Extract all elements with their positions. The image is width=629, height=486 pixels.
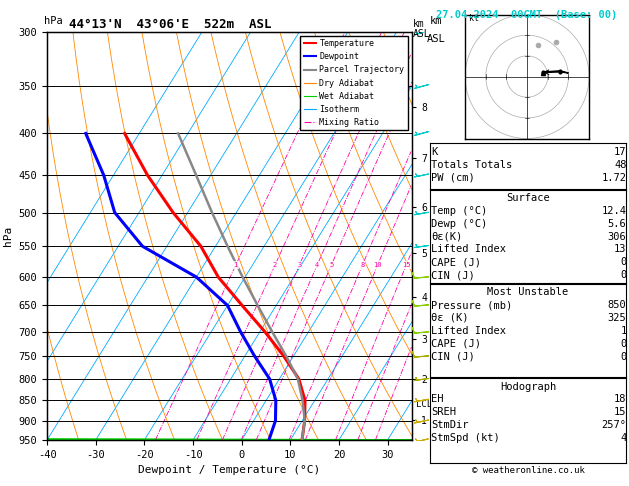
Text: Pressure (mb): Pressure (mb): [431, 300, 513, 310]
Text: 1: 1: [620, 326, 626, 336]
Text: 5.6: 5.6: [608, 219, 626, 229]
Text: 12.4: 12.4: [601, 206, 626, 216]
Text: 0: 0: [620, 258, 626, 267]
Text: Hodograph: Hodograph: [500, 382, 556, 392]
Text: CIN (J): CIN (J): [431, 270, 476, 280]
Text: 48: 48: [614, 159, 626, 170]
X-axis label: Dewpoint / Temperature (°C): Dewpoint / Temperature (°C): [138, 465, 321, 475]
Text: 15: 15: [402, 262, 411, 268]
Text: StmDir: StmDir: [431, 420, 469, 430]
Text: Surface: Surface: [506, 193, 550, 203]
Text: K: K: [431, 147, 438, 157]
Text: CAPE (J): CAPE (J): [431, 339, 481, 349]
Text: Most Unstable: Most Unstable: [487, 287, 569, 297]
Text: EH: EH: [431, 395, 444, 404]
Text: km: km: [413, 19, 425, 30]
Text: 3: 3: [297, 262, 301, 268]
Text: 4: 4: [620, 433, 626, 443]
Text: CIN (J): CIN (J): [431, 352, 476, 362]
Text: 257°: 257°: [601, 420, 626, 430]
Text: Dewp (°C): Dewp (°C): [431, 219, 487, 229]
Text: 27.04.2024  00GMT  (Base: 00): 27.04.2024 00GMT (Base: 00): [437, 10, 618, 20]
Text: Totals Totals: Totals Totals: [431, 159, 513, 170]
Text: θε (K): θε (K): [431, 313, 469, 323]
Text: © weatheronline.co.uk: © weatheronline.co.uk: [472, 466, 584, 475]
Text: StmSpd (kt): StmSpd (kt): [431, 433, 500, 443]
Text: 4: 4: [315, 262, 320, 268]
Text: ASL: ASL: [426, 34, 445, 44]
Text: hPa: hPa: [44, 16, 63, 26]
Text: CAPE (J): CAPE (J): [431, 258, 481, 267]
Text: km: km: [430, 16, 442, 26]
Text: Temp (°C): Temp (°C): [431, 206, 487, 216]
Text: 1: 1: [233, 262, 238, 268]
Text: 18: 18: [614, 395, 626, 404]
Text: Lifted Index: Lifted Index: [431, 244, 506, 255]
Text: 1.72: 1.72: [601, 173, 626, 183]
Text: θε(K): θε(K): [431, 231, 463, 242]
Text: 2: 2: [273, 262, 277, 268]
Y-axis label: hPa: hPa: [3, 226, 13, 246]
Text: PW (cm): PW (cm): [431, 173, 476, 183]
Text: 15: 15: [614, 407, 626, 417]
Text: SREH: SREH: [431, 407, 457, 417]
Text: 13: 13: [614, 244, 626, 255]
Text: kt: kt: [469, 14, 479, 23]
Text: 5: 5: [329, 262, 333, 268]
Text: 306: 306: [608, 231, 626, 242]
Text: 10: 10: [374, 262, 382, 268]
Text: Lifted Index: Lifted Index: [431, 326, 506, 336]
Text: 325: 325: [608, 313, 626, 323]
Text: ASL: ASL: [413, 29, 430, 39]
Text: 0: 0: [620, 352, 626, 362]
Text: 0: 0: [620, 270, 626, 280]
Text: LCL: LCL: [416, 400, 431, 409]
Legend: Temperature, Dewpoint, Parcel Trajectory, Dry Adiabat, Wet Adiabat, Isotherm, Mi: Temperature, Dewpoint, Parcel Trajectory…: [300, 36, 408, 130]
Text: 850: 850: [608, 300, 626, 310]
Text: 17: 17: [614, 147, 626, 157]
Text: 8: 8: [360, 262, 365, 268]
Text: 0: 0: [620, 339, 626, 349]
Text: 44°13'N  43°06'E  522m  ASL: 44°13'N 43°06'E 522m ASL: [69, 18, 271, 32]
